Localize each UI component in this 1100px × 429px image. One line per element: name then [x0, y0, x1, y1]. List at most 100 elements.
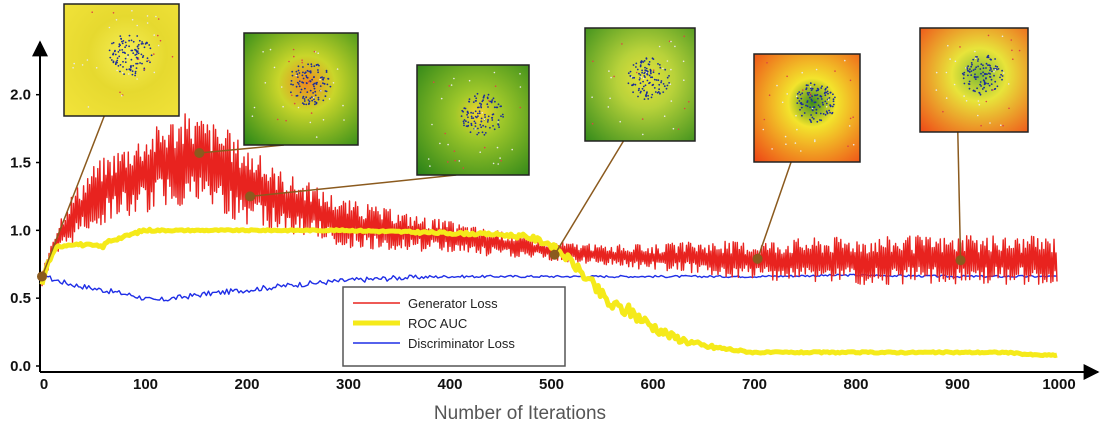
inset-point [646, 79, 649, 82]
inset-point [985, 62, 988, 65]
inset-point [993, 88, 996, 90]
inset-point [983, 86, 985, 89]
inset-point [497, 103, 500, 106]
inset-point [130, 58, 133, 61]
inset-point [632, 64, 635, 66]
inset-point [809, 86, 812, 88]
inset-point [117, 51, 120, 53]
annotation-marker [194, 148, 205, 159]
inset-point [468, 100, 470, 103]
inset-point [629, 70, 632, 73]
inset-point [131, 73, 134, 76]
inset-point [975, 66, 978, 69]
inset-point [784, 135, 787, 138]
inset-point [832, 98, 835, 101]
inset-point [652, 58, 655, 60]
inset-point [478, 110, 481, 113]
inset-point [817, 88, 820, 91]
inset-point [302, 95, 305, 98]
inset-point [609, 97, 611, 100]
inset-point [310, 65, 313, 68]
inset-point [306, 69, 309, 72]
inset-point [634, 83, 637, 86]
inset-point [935, 71, 938, 74]
inset-point [947, 44, 949, 47]
inset-point [799, 108, 801, 111]
inset-point [322, 82, 324, 84]
inset-point [994, 65, 997, 68]
inset-point [477, 127, 479, 130]
inset-point [134, 70, 137, 73]
inset-point [311, 78, 313, 81]
inset-point [325, 71, 328, 73]
inset-point [477, 112, 479, 115]
inset-point [677, 128, 680, 130]
inset-point [621, 43, 623, 45]
inset-point [819, 112, 822, 115]
inset-point [1001, 69, 1003, 72]
inset-point [476, 92, 479, 95]
inset-point [309, 89, 312, 92]
inset-point [472, 112, 474, 114]
inset-point [1018, 49, 1021, 52]
leader-line [249, 174, 457, 198]
inset-point [146, 57, 149, 60]
inset-point [627, 82, 630, 85]
inset-point [658, 72, 660, 75]
inset-point [72, 67, 74, 69]
inset-point [487, 93, 490, 96]
inset-point [965, 67, 967, 69]
inset-point [987, 34, 990, 37]
inset-plot [752, 53, 861, 264]
x-tick-label: 500 [539, 376, 564, 393]
inset-point [431, 123, 433, 126]
inset-point [306, 91, 309, 93]
inset-point [480, 106, 483, 109]
inset-point [302, 71, 304, 74]
inset-point [942, 110, 944, 113]
inset-point [970, 62, 973, 64]
inset-point [297, 83, 300, 85]
inset-point [799, 102, 802, 104]
inset-point [665, 87, 668, 90]
inset-point [288, 60, 290, 63]
inset-point [807, 84, 809, 87]
inset-point [978, 91, 981, 94]
inset-point [153, 34, 155, 36]
inset-point [806, 105, 809, 108]
inset-point [117, 65, 120, 67]
inset-point [796, 92, 799, 95]
inset-point [828, 109, 830, 112]
inset-point [962, 77, 965, 80]
inset-point [815, 108, 818, 111]
inset-point [460, 115, 463, 117]
inset-point [642, 61, 645, 63]
inset-point [659, 66, 662, 69]
inset-point [301, 61, 304, 64]
inset-point [309, 97, 312, 100]
inset-point [123, 73, 125, 75]
inset-point [796, 128, 798, 131]
inset-point [483, 133, 486, 136]
inset-point [143, 68, 146, 71]
inset-point [683, 107, 686, 110]
inset-point [592, 60, 594, 63]
inset-point [469, 131, 472, 134]
inset-point [968, 80, 971, 83]
inset-point [1000, 124, 1002, 126]
inset-point [519, 73, 521, 75]
inset-point [290, 83, 292, 86]
inset-point [650, 96, 653, 99]
inset-point [817, 97, 819, 100]
inset-point [794, 142, 797, 144]
inset-point [119, 44, 121, 47]
inset-point [968, 71, 971, 73]
inset-point [666, 60, 669, 62]
inset-point [484, 132, 487, 134]
inset-point [810, 89, 813, 91]
inset-point [649, 81, 651, 84]
inset-point [303, 100, 306, 102]
inset-point [315, 136, 318, 138]
inset-point [124, 46, 126, 49]
x-tick-label: 200 [234, 376, 259, 393]
